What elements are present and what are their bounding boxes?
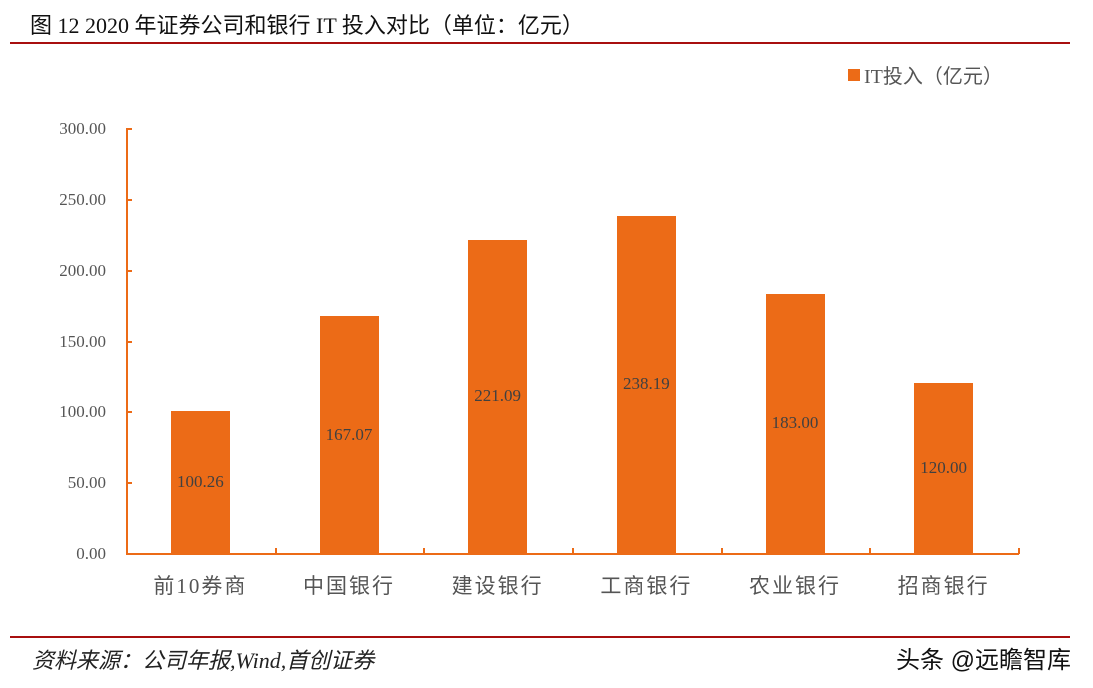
x-tick [869, 548, 872, 554]
bar-0 [170, 410, 230, 553]
watermark: 头条 @远瞻智库 [895, 647, 1071, 674]
source-note: 资料来源：公司年报,Wind,首创证券 [32, 648, 375, 673]
title-divider [10, 42, 1070, 44]
y-tick-label: 150.00 [59, 331, 106, 351]
bar-value-label: 221.09 [474, 386, 522, 406]
y-tick [126, 553, 132, 555]
x-tick [423, 548, 426, 554]
x-tick [572, 548, 574, 554]
bar-value-label: 100.26 [176, 471, 224, 491]
y-tick-label: 0.00 [76, 544, 106, 563]
x-tick [1018, 548, 1020, 554]
legend: IT投入（亿元） [848, 60, 1003, 89]
x-tick [274, 548, 277, 554]
bar-4 [765, 293, 825, 553]
y-tick [126, 128, 132, 130]
y-tick-label: 200.00 [59, 260, 106, 280]
bar-value-label: 167.07 [325, 424, 373, 444]
x-tick [720, 548, 723, 554]
x-category-label: 农业银行 [749, 574, 841, 598]
footer-divider [10, 636, 1070, 638]
bar-2 [468, 239, 528, 553]
legend-swatch [848, 68, 860, 81]
y-tick-label: 250.00 [59, 189, 106, 209]
x-category-label: 工商银行 [600, 574, 693, 598]
y-tick [126, 411, 132, 414]
y-tick-label: 100.00 [59, 402, 106, 422]
bar-1 [319, 316, 379, 553]
y-tick-label: 50.00 [67, 473, 106, 493]
y-tick [126, 198, 132, 201]
y-tick [126, 269, 132, 272]
bar-value-label: 120.00 [920, 458, 968, 477]
x-category-label: 中国银行 [303, 574, 395, 598]
bar-value-label: 183.00 [771, 413, 819, 433]
legend-label: IT投入（亿元） [864, 66, 1003, 88]
bar-5 [914, 383, 974, 553]
x-category-label: 前10券商 [153, 574, 248, 598]
y-tick [126, 482, 132, 485]
y-tick [126, 340, 132, 343]
x-axis [126, 553, 1019, 555]
x-category-label: 建设银行 [451, 574, 544, 598]
x-category-label: 招商银行 [897, 574, 990, 598]
bar-value-label: 238.19 [622, 374, 670, 394]
figure-title: 图 12 2020 年证券公司和银行 IT 投入对比（单位：亿元） [30, 13, 584, 38]
y-tick-label: 300.00 [59, 119, 106, 138]
bar-3 [616, 215, 676, 553]
